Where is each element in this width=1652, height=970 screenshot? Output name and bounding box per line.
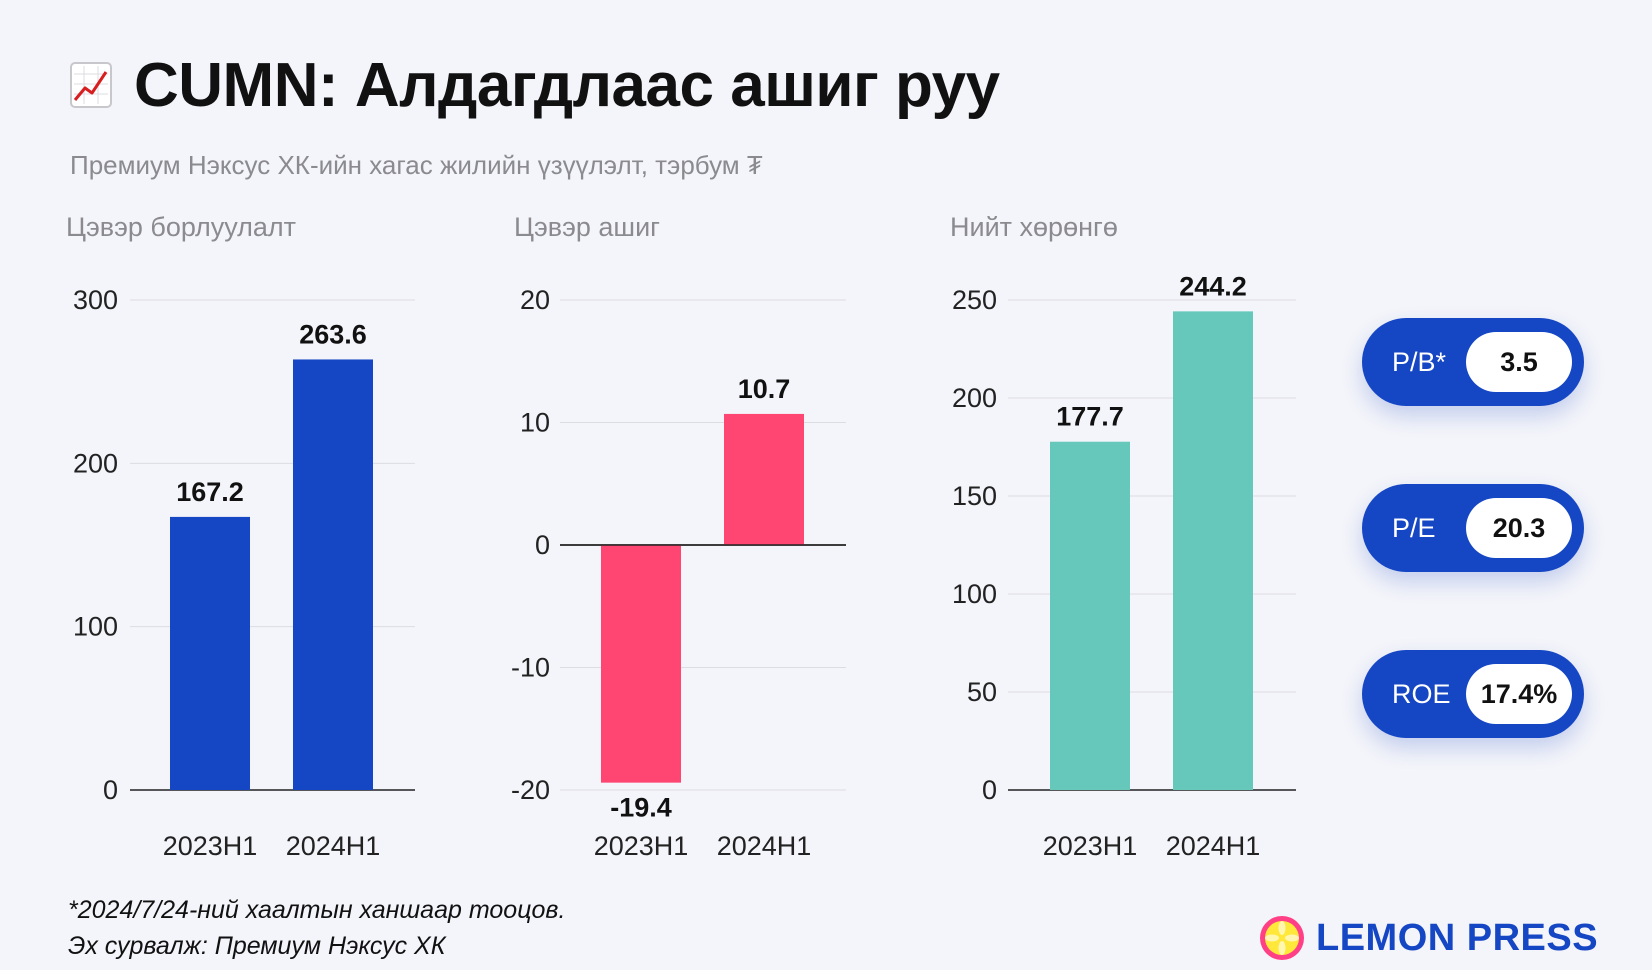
y-tick-label: 0 xyxy=(103,775,118,805)
value-label: 263.6 xyxy=(299,319,367,349)
metric-pill-pb: P/B* 3.5 xyxy=(1362,318,1584,406)
x-tick-label: 2023H1 xyxy=(1043,831,1138,861)
y-tick-label: 20 xyxy=(520,285,550,315)
metric-label: P/E xyxy=(1392,513,1436,543)
title-row: CUMN: Алдагдлаас ашиг руу xyxy=(70,40,1000,130)
y-tick-label: 200 xyxy=(73,448,118,478)
panel-title-profit: Цэвэр ашиг xyxy=(514,212,660,242)
panel-title-sales: Цэвэр борлуулалт xyxy=(66,212,297,242)
x-tick-label: 2024H1 xyxy=(286,831,381,861)
y-tick-label: 0 xyxy=(982,775,997,805)
x-tick-label: 2023H1 xyxy=(594,831,689,861)
footnote-note: *2024/7/24-ний хаалтын ханшаар тооцов. xyxy=(68,896,566,924)
y-tick-label: 150 xyxy=(952,481,997,511)
metric-label: P/B* xyxy=(1392,347,1447,377)
metric-pill-roe: ROE 17.4% xyxy=(1362,650,1584,738)
y-tick-label: 100 xyxy=(73,612,118,642)
value-label: -19.4 xyxy=(610,793,672,823)
y-tick-label: 250 xyxy=(952,285,997,315)
footnote: *2024/7/24-ний хаалтын ханшаар тооцов. Э… xyxy=(68,892,565,964)
value-label: 177.7 xyxy=(1056,402,1124,432)
y-tick-label: 0 xyxy=(535,530,550,560)
y-tick-label: -20 xyxy=(511,775,550,805)
subtitle: Премиум Нэксус ХК-ийн хагас жилийн үзүүл… xyxy=(70,150,763,180)
x-tick-label: 2023H1 xyxy=(163,831,258,861)
lemon-slice-icon xyxy=(1260,916,1304,960)
metric-pill-pe: P/E 20.3 xyxy=(1362,484,1584,572)
page-title: CUMN: Алдагдлаас ашиг руу xyxy=(134,50,1000,120)
value-label: 167.2 xyxy=(176,477,244,507)
y-tick-label: 100 xyxy=(952,579,997,609)
bar xyxy=(1050,441,1130,790)
y-tick-label: 200 xyxy=(952,383,997,413)
panel-title-assets: Нийт хөрөнгө xyxy=(950,212,1118,242)
metric-value: 17.4% xyxy=(1466,664,1572,724)
x-tick-label: 2024H1 xyxy=(717,831,812,861)
brand-name: LEMON PRESS xyxy=(1316,916,1599,959)
bar xyxy=(601,545,681,783)
y-tick-label: 300 xyxy=(73,285,118,315)
bar xyxy=(293,359,373,790)
y-tick-label: 50 xyxy=(967,677,997,707)
value-label: 10.7 xyxy=(738,374,791,404)
bar xyxy=(724,413,804,545)
value-label: 244.2 xyxy=(1179,271,1247,301)
y-tick-label: -10 xyxy=(511,653,550,683)
chart-increasing-icon xyxy=(70,62,112,108)
metric-value: 3.5 xyxy=(1466,332,1572,392)
bar xyxy=(170,516,250,790)
brand-logo: LEMON PRESS xyxy=(1258,910,1598,966)
y-tick-label: 10 xyxy=(520,408,550,438)
footnote-source: Эх сурвалж: Премиум Нэксус ХК xyxy=(68,932,446,960)
x-tick-label: 2024H1 xyxy=(1166,831,1261,861)
bar xyxy=(1173,311,1253,790)
metric-value: 20.3 xyxy=(1466,498,1572,558)
metric-label: ROE xyxy=(1392,679,1451,709)
